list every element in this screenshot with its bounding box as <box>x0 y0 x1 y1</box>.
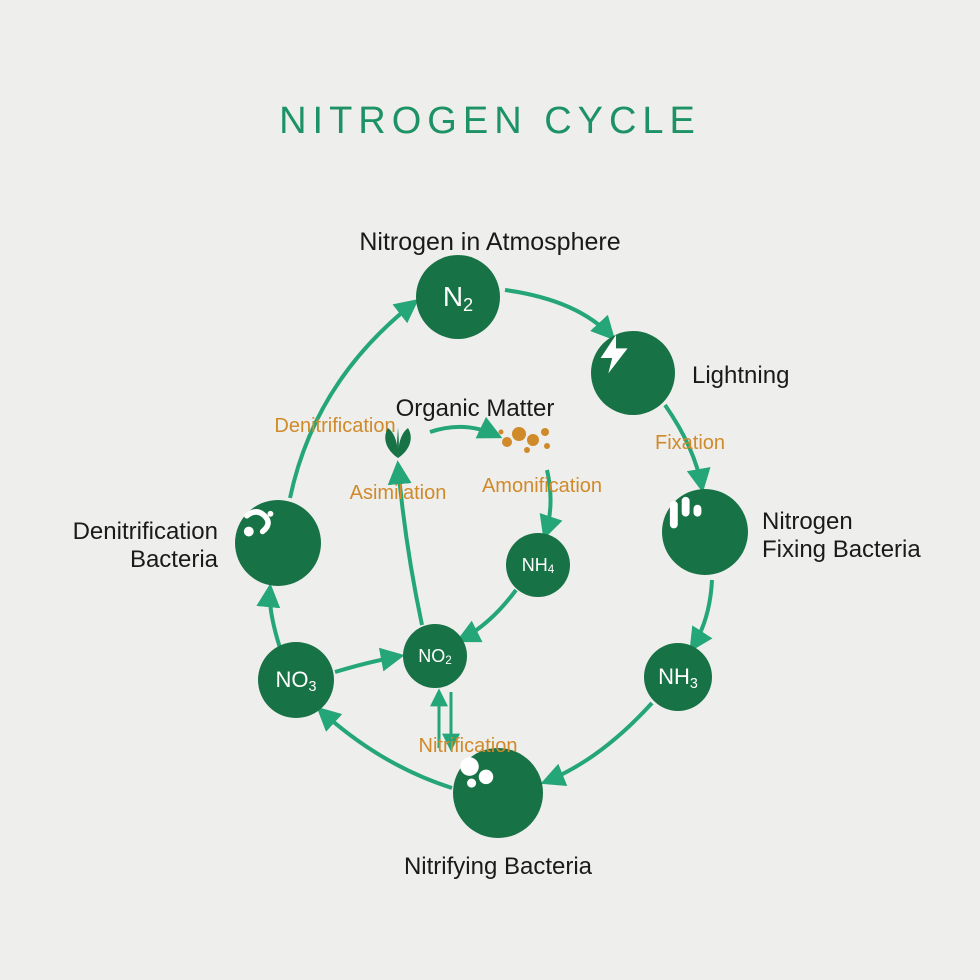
node-no3: NO3 <box>258 642 334 718</box>
arrow-no3_to_denitr <box>270 588 280 648</box>
node-nh3-label: NH3 <box>658 664 698 690</box>
diagram-stage: NITROGEN CYCLE N2NH3NO3NH4NO2Nitrogen in… <box>0 0 980 980</box>
label-nfb: NitrogenFixing Bacteria <box>762 508 921 563</box>
node-n2-label: N2 <box>443 281 473 313</box>
label-atmos: Nitrogen in Atmosphere <box>290 228 690 257</box>
node-nh4-label: NH4 <box>522 555 555 576</box>
arrow-no3_to_no2 <box>335 656 400 672</box>
label-lightning: Lightning <box>692 362 789 390</box>
node-no2: NO2 <box>403 624 467 688</box>
node-no2-label: NO2 <box>418 646 452 667</box>
node-denitr_bac <box>235 500 321 586</box>
arrow-om_to_nh4_leaf <box>430 427 498 436</box>
arrow-nfb_to_nh3 <box>692 580 712 648</box>
node-nfb <box>662 489 748 575</box>
arrow-nh4_to_no2 <box>460 590 516 640</box>
node-nh4: NH4 <box>506 533 570 597</box>
process-ammonification: Amonification <box>442 475 642 498</box>
label-denitr: DenitrificationBacteria <box>0 518 218 573</box>
node-nh3: NH3 <box>644 643 712 711</box>
process-fixation: Fixation <box>590 432 790 455</box>
node-nitrifying <box>453 748 543 838</box>
process-nitrification: Nitrification <box>368 735 568 758</box>
node-no3-label: NO3 <box>276 667 317 693</box>
label-nitrif: Nitrifying Bacteria <box>298 853 698 881</box>
arrow-n2_to_light <box>505 290 612 337</box>
node-n2: N2 <box>416 255 500 339</box>
